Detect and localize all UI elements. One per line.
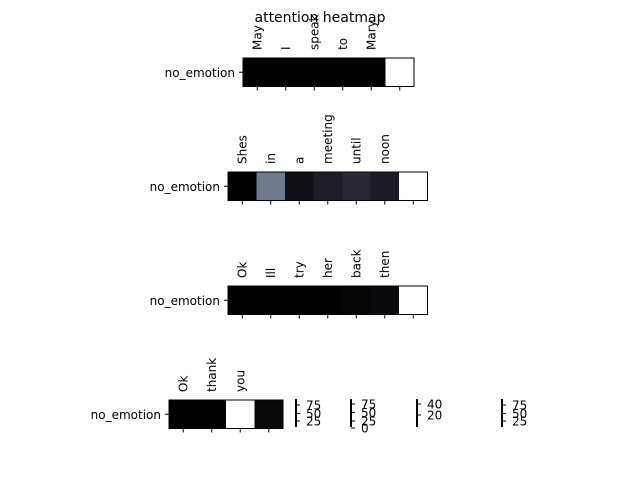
- x-tick-label: a: [292, 157, 306, 164]
- heatmap-cell: [226, 400, 255, 429]
- heatmap-cell: [243, 58, 272, 87]
- colorbar-tick-label: 50: [361, 406, 376, 420]
- x-tick-label: until: [349, 137, 363, 164]
- colorbar-tick-label: 0: [361, 422, 369, 436]
- heatmap-cell: [256, 286, 285, 315]
- heatmap-cell: [342, 172, 371, 201]
- row-label: no_emotion: [165, 66, 235, 80]
- colorbar-tick-label: 25: [306, 415, 321, 429]
- heatmap-panel-4: Ok thank you no_emotion: [91, 358, 284, 433]
- x-tick-label: speak: [307, 14, 321, 50]
- x-tick-label: then: [378, 251, 392, 278]
- x-tick-label: try: [292, 261, 306, 278]
- chart-title: attention heatmap: [255, 10, 386, 26]
- row-label: no_emotion: [91, 408, 161, 422]
- heatmap-cell: [300, 58, 329, 87]
- x-tick-label: Shes: [235, 135, 249, 164]
- heatmap-cell: [370, 286, 399, 315]
- colorbar-tick-label: 75: [512, 399, 527, 413]
- x-tick-label: meeting: [321, 114, 335, 164]
- x-tick-label: Ok: [235, 262, 249, 278]
- heatmap-cell: [228, 172, 257, 201]
- x-tick-label: in: [264, 153, 278, 164]
- colorbar-tick-label: 25: [512, 415, 527, 429]
- heatmap-cell: [357, 58, 386, 87]
- heatmap-cell: [385, 58, 414, 87]
- heatmap-cell: [328, 58, 357, 87]
- heatmap-cell: [313, 286, 342, 315]
- heatmap-cell: [399, 172, 428, 201]
- heatmap-cell: [228, 286, 257, 315]
- x-tick-label: back: [349, 249, 363, 278]
- heatmap-cell: [313, 172, 342, 201]
- x-tick-label: thank: [205, 358, 219, 392]
- heatmap-cell: [271, 58, 300, 87]
- x-tick-label: May: [250, 25, 264, 50]
- colorbar-tick-label: 50: [512, 407, 527, 421]
- x-tick-label: Mary: [364, 20, 378, 50]
- heatmap-panel-3: Ok Ill try her back then no_emotion: [150, 249, 428, 319]
- heatmap-cell: [254, 400, 283, 429]
- colorbar-tick-label: 25: [361, 415, 376, 429]
- heatmap-cell: [256, 172, 285, 201]
- colorbar-tick-label: 75: [361, 398, 376, 412]
- x-tick-label: to: [336, 38, 350, 50]
- x-tick-label: I: [279, 46, 293, 50]
- colorbar-tick-label: 20: [427, 409, 442, 423]
- x-tick-label: you: [233, 370, 247, 392]
- heatmap-cell: [197, 400, 226, 429]
- heatmap-cell: [285, 172, 314, 201]
- x-tick-label: her: [321, 258, 335, 278]
- colorbar-tick-label: 50: [306, 407, 321, 421]
- colorbar-tick-label: 40: [427, 398, 442, 412]
- heatmap-cell: [169, 400, 198, 429]
- colorbar-tick-label: 75: [306, 399, 321, 413]
- row-label: no_emotion: [150, 294, 220, 308]
- heatmap-cell: [370, 172, 399, 201]
- x-tick-label: Ill: [264, 268, 278, 278]
- x-tick-label: Ok: [176, 376, 190, 392]
- row-label: no_emotion: [150, 180, 220, 194]
- x-tick-label: noon: [378, 134, 392, 164]
- heatmap-cell: [285, 286, 314, 315]
- heatmap-panel-2: Shes in a meeting until noon no_emotion: [150, 114, 428, 205]
- heatmap-cell: [399, 286, 428, 315]
- heatmap-cell: [342, 286, 371, 315]
